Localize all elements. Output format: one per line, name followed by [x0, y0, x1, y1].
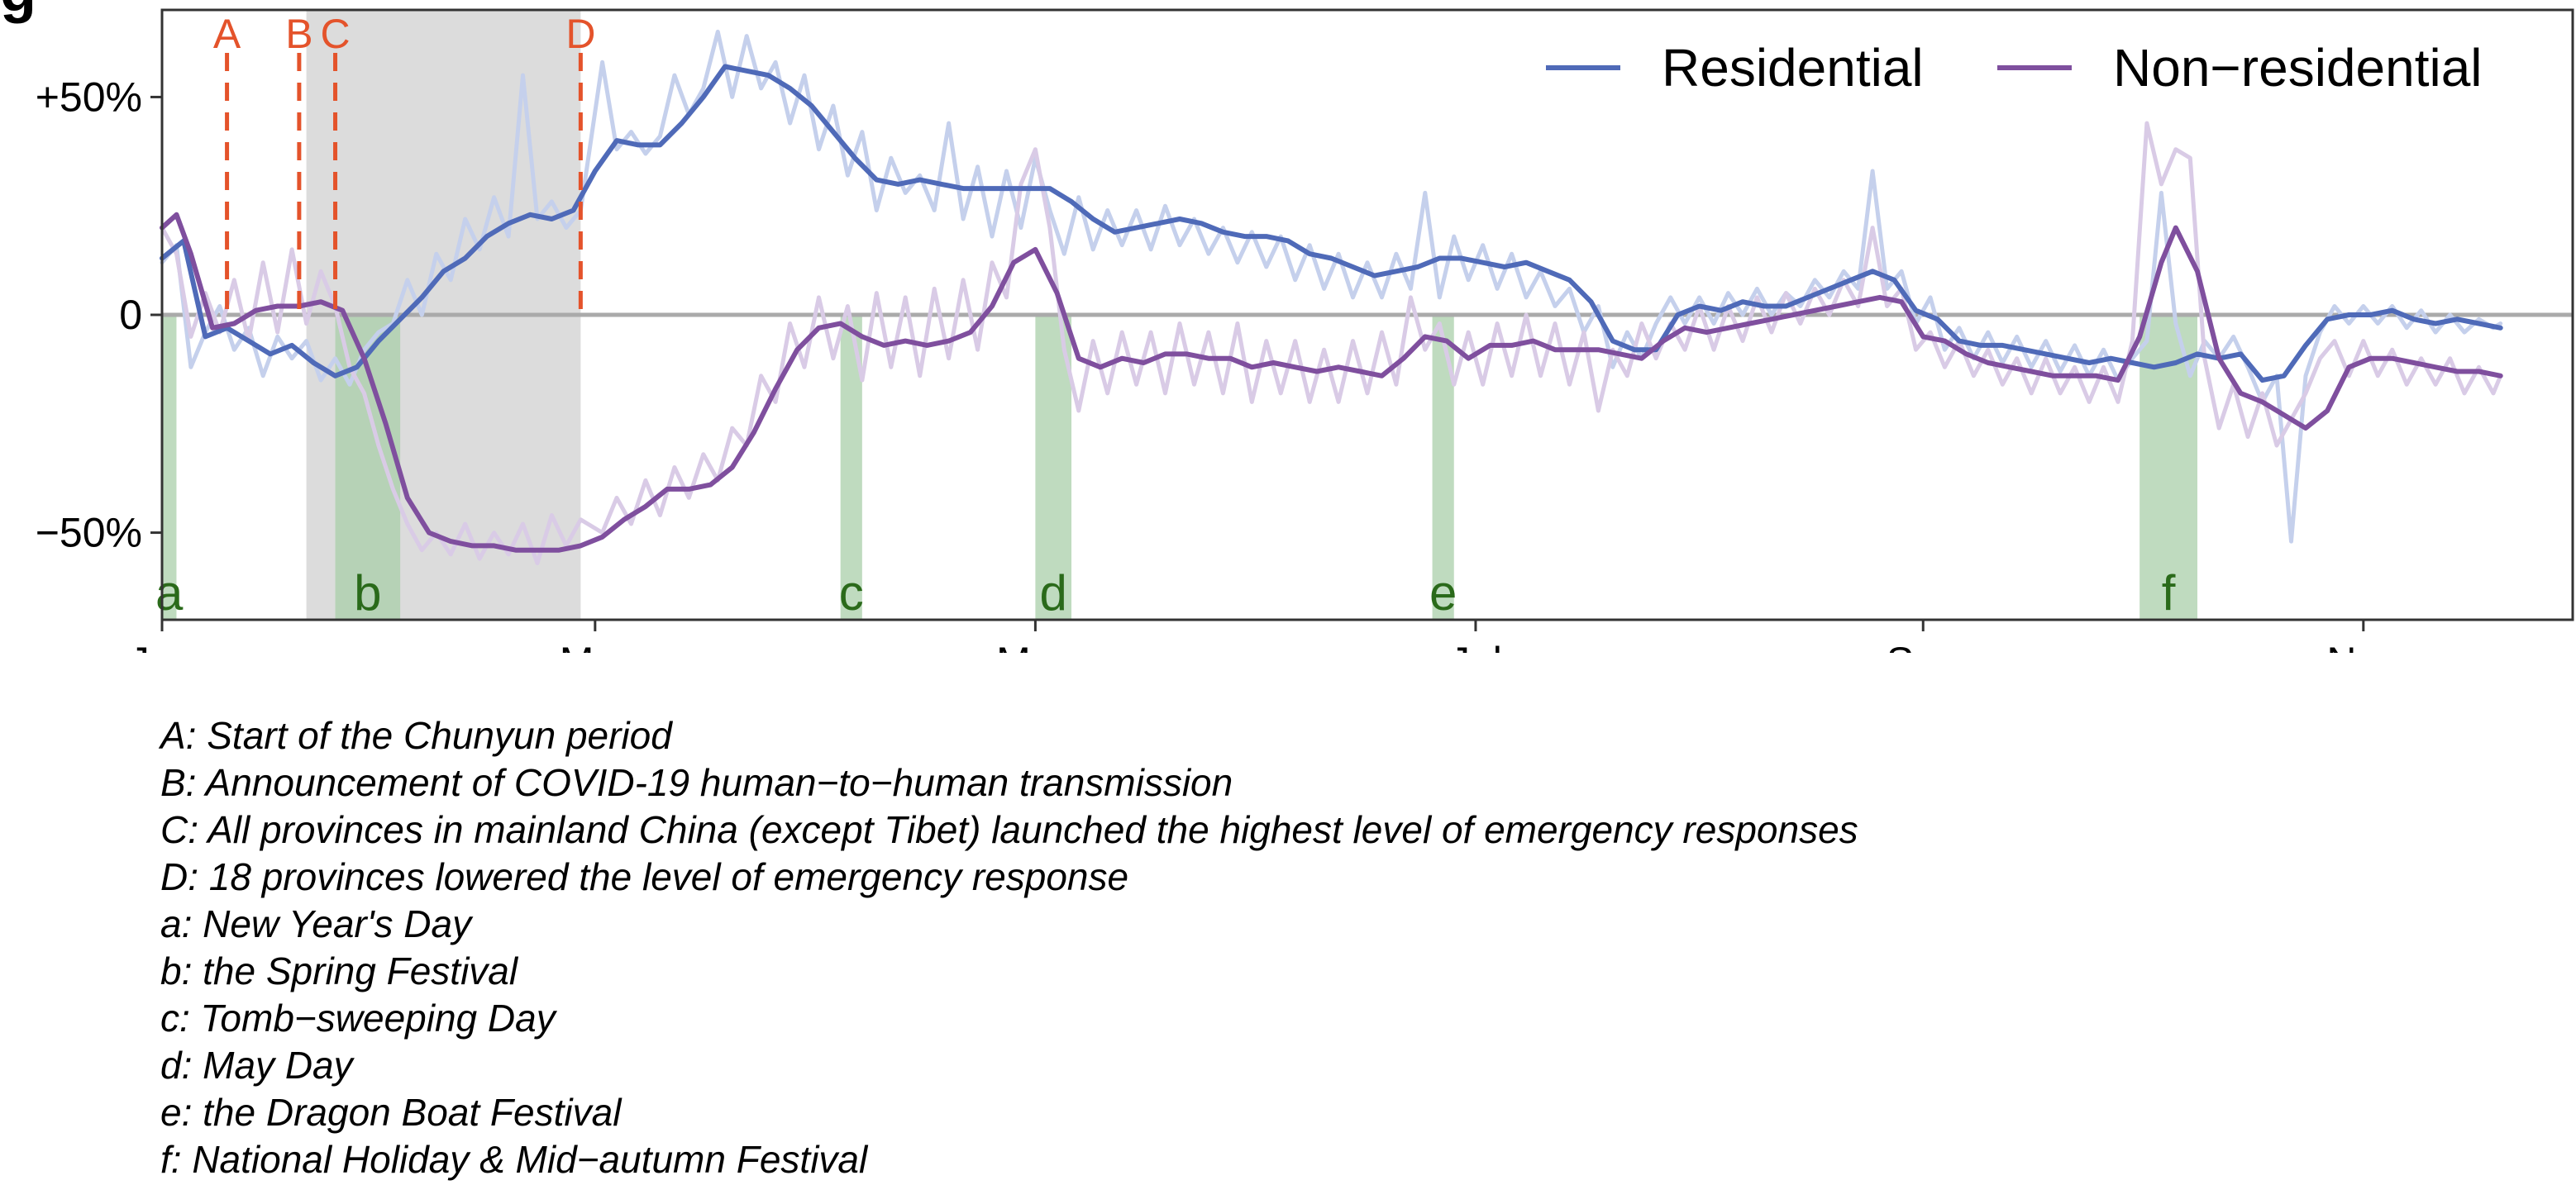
- x-tick-label: Jul: [1449, 639, 1502, 653]
- annotation-note: f: National Holiday & Mid−autumn Festiva…: [160, 1138, 868, 1181]
- series-line-non-residential: [160, 212, 2503, 553]
- annotation-note: B: Announcement of COVID-19 human−to−hum…: [160, 761, 1233, 804]
- legend: Residential Non−residential: [1546, 38, 2483, 98]
- holiday-label-a: a: [155, 565, 184, 621]
- y-tick-label: 0: [119, 292, 142, 338]
- event-label-D: D: [565, 11, 595, 57]
- holiday-label-c: c: [839, 565, 864, 621]
- legend-label-non-residential: Non−residential: [2113, 38, 2483, 98]
- annotation-note: c: Tomb−sweeping Day: [160, 997, 556, 1040]
- annotation-note: D: 18 provinces lowered the level of eme…: [160, 855, 1129, 898]
- x-tick-label: Jan: [129, 639, 196, 653]
- annotation-note: b: the Spring Festival: [160, 949, 518, 992]
- y-tick-label: −50%: [36, 510, 142, 556]
- axes-group: +50% 0 −50% Jan Mar May Jul Sep Nov: [36, 8, 2574, 653]
- event-label-C: C: [320, 11, 350, 57]
- annotation-note: A: Start of the Chunyun period: [160, 714, 672, 757]
- annotation-note: C: All provinces in mainland China (exce…: [160, 808, 1858, 851]
- event-label-B: B: [285, 11, 312, 57]
- series-line-non-residential-daily: [160, 121, 2503, 565]
- y-tick-label: +50%: [36, 74, 142, 120]
- smoothed-series-group: [160, 64, 2503, 553]
- annotation-notes: A: Start of the Chunyun period B: Announc…: [160, 712, 1858, 1183]
- holiday-label-f: f: [2162, 565, 2176, 621]
- x-tick-label: Nov: [2326, 639, 2400, 653]
- annotation-note: d: May Day: [160, 1044, 353, 1087]
- holiday-label-b: b: [354, 565, 381, 621]
- x-tick-label: Mar: [560, 639, 631, 653]
- x-tick-label: Sep: [1887, 639, 1960, 653]
- holiday-band-a: [162, 315, 177, 620]
- x-tick-label: May: [996, 639, 1074, 653]
- holiday-labels-group: a b c d e f: [155, 565, 2176, 621]
- legend-label-residential: Residential: [1662, 38, 1924, 98]
- annotation-note: e: the Dragon Boat Festival: [160, 1091, 622, 1134]
- series-line-residential: [160, 64, 2503, 383]
- panel-letter: g: [0, 0, 36, 25]
- holiday-band-d: [1035, 315, 1072, 620]
- event-label-A: A: [213, 11, 241, 57]
- holiday-label-e: e: [1429, 565, 1457, 621]
- holiday-label-d: d: [1040, 565, 1067, 621]
- annotation-note: a: New Year's Day: [160, 902, 472, 945]
